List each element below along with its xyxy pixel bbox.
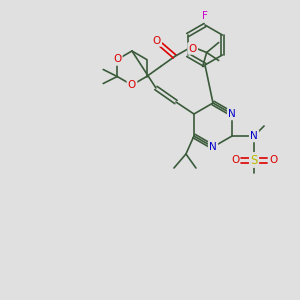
Text: O: O: [128, 80, 136, 90]
Text: S: S: [250, 154, 258, 166]
Text: O: O: [152, 35, 161, 46]
Text: N: N: [209, 142, 217, 152]
Text: O: O: [231, 155, 239, 165]
Text: O: O: [188, 44, 197, 53]
Text: F: F: [202, 11, 208, 21]
Text: O: O: [113, 55, 122, 64]
Text: O: O: [269, 155, 277, 165]
Text: N: N: [250, 131, 258, 141]
Text: N: N: [228, 109, 236, 119]
